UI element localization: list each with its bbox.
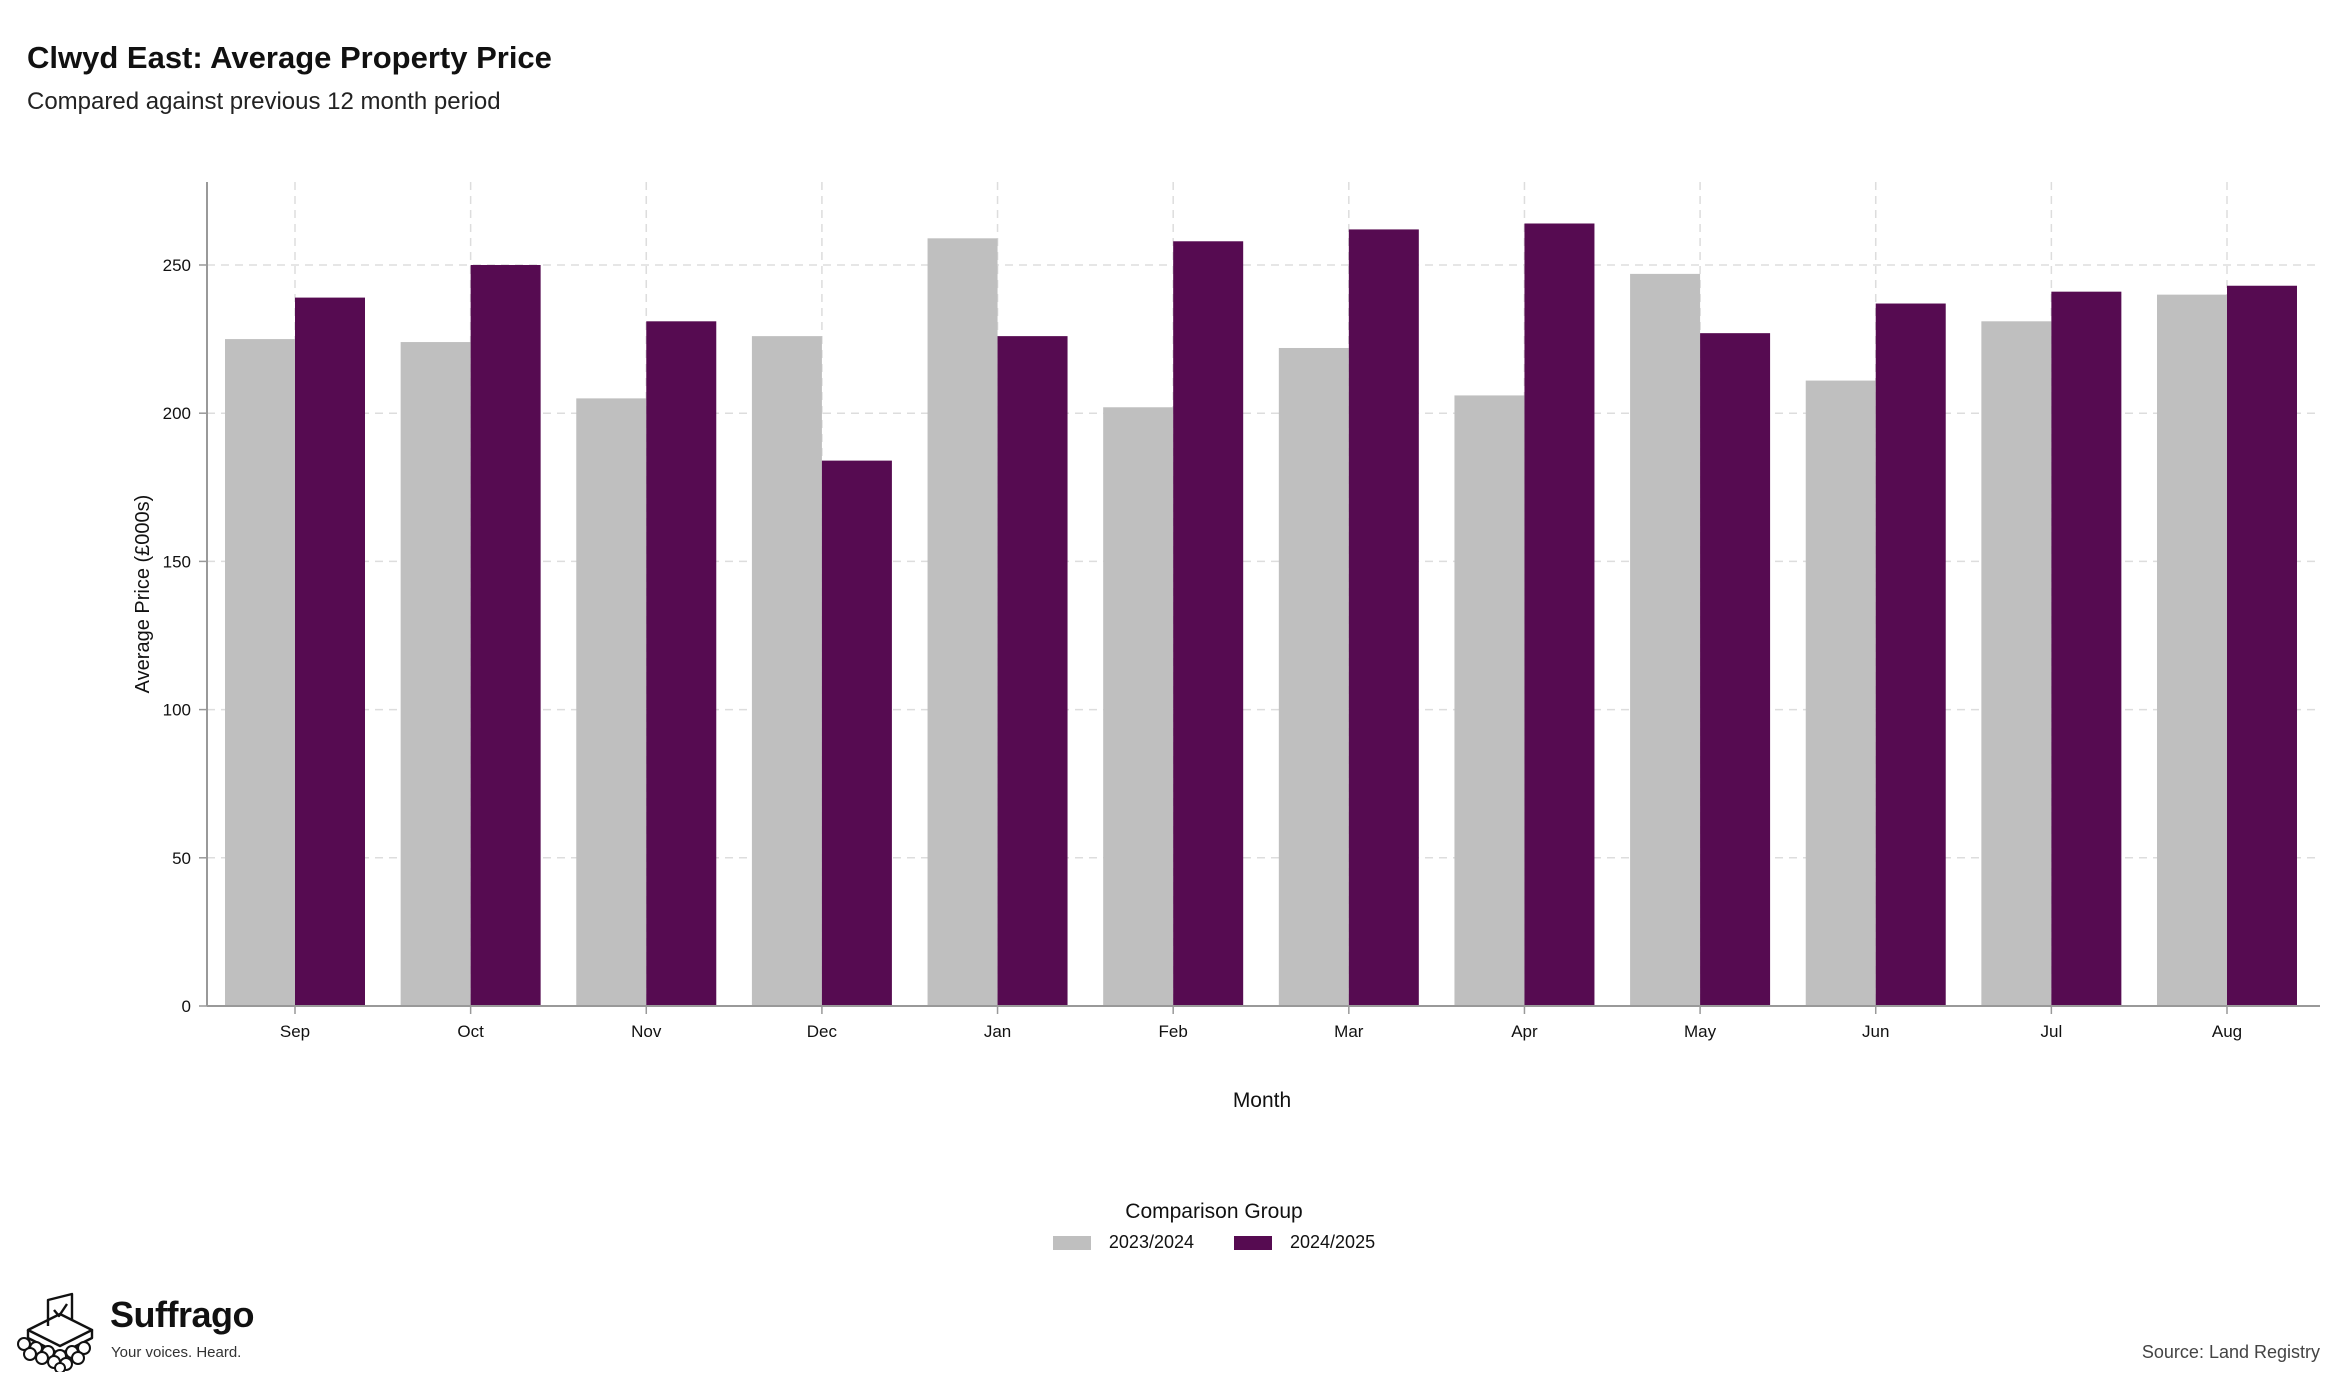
x-tick-label: Oct bbox=[457, 1022, 484, 1041]
brand-tagline: Your voices. Heard. bbox=[111, 1344, 242, 1361]
tick-labels: 0 50 100 150 200 250 Sep Oct Nov Dec Jan Feb Mar Apr M… bbox=[163, 256, 2243, 1041]
y-tick-label: 250 bbox=[163, 256, 191, 275]
bar-2024-2025-may bbox=[1700, 333, 1771, 1006]
x-tick-label: Jun bbox=[1862, 1022, 1889, 1041]
suffrago-logo: Suffrago Your voices. Heard. bbox=[14, 1292, 274, 1372]
bar-2024-2025-apr bbox=[1524, 223, 1595, 1006]
legend-item-2024-2025: 2024/2025 bbox=[1234, 1232, 1375, 1253]
bar-2024-2025-oct bbox=[470, 264, 541, 1006]
bar-2023-2024-jan bbox=[927, 238, 998, 1007]
bar-2024-2025-aug bbox=[2227, 285, 2297, 1007]
legend: Comparison Group 2023/2024 2024/2025 bbox=[0, 1200, 2334, 1253]
bar-chart: 0 50 100 150 200 250 Sep Oct Nov Dec Jan Feb Mar Apr M… bbox=[132, 182, 2320, 1112]
source-note: Source: Land Registry bbox=[2141, 1342, 2320, 1362]
axes bbox=[199, 182, 2320, 1014]
x-tick-label: Sep bbox=[280, 1022, 310, 1041]
x-tick-label: Aug bbox=[2212, 1022, 2242, 1041]
x-tick-label: Jul bbox=[2040, 1022, 2062, 1041]
bar-2023-2024-mar bbox=[1278, 347, 1349, 1007]
bar-2024-2025-nov bbox=[646, 321, 717, 1007]
x-tick-label: Jan bbox=[984, 1022, 1011, 1041]
legend-title: Comparison Group bbox=[1125, 1200, 1303, 1223]
legend-label-2023-2024: 2023/2024 bbox=[1108, 1232, 1194, 1252]
chart-title: Clwyd East: Average Property Price bbox=[27, 40, 552, 75]
bar-2024-2025-jan bbox=[997, 336, 1068, 1006]
bars bbox=[225, 223, 2297, 1007]
bar-2023-2024-dec bbox=[751, 336, 822, 1006]
x-tick-label: Apr bbox=[1511, 1022, 1538, 1041]
legend-items: 2023/2024 2024/2025 bbox=[94, 1232, 2334, 1253]
bar-2023-2024-nov bbox=[576, 398, 647, 1006]
y-tick-label: 50 bbox=[172, 849, 191, 868]
chart-subtitle: Compared against previous 12 month perio… bbox=[27, 88, 501, 115]
bar-2024-2025-feb bbox=[1173, 241, 1244, 1006]
bar-2024-2025-jul bbox=[2051, 291, 2122, 1006]
bar-2024-2025-mar bbox=[1348, 229, 1419, 1007]
y-tick-label: 100 bbox=[163, 701, 191, 720]
y-tick-label: 200 bbox=[163, 404, 191, 423]
ballot-box-icon bbox=[17, 1292, 94, 1372]
y-tick-label: 150 bbox=[163, 552, 191, 571]
x-tick-label: Dec bbox=[807, 1022, 838, 1041]
brand-name: Suffrago bbox=[110, 1294, 255, 1335]
y-axis-label: Average Price (£000s) bbox=[132, 495, 154, 694]
bar-2023-2024-sep bbox=[225, 339, 295, 1007]
bar-2023-2024-oct bbox=[400, 342, 471, 1006]
bar-2024-2025-dec bbox=[821, 460, 892, 1006]
bar-2024-2025-jun bbox=[1875, 303, 1946, 1007]
legend-swatch-2023-2024 bbox=[1052, 1235, 1091, 1250]
legend-label-2024-2025: 2024/2025 bbox=[1290, 1232, 1376, 1252]
bar-2023-2024-feb bbox=[1103, 407, 1174, 1006]
bar-2023-2024-jul bbox=[1981, 321, 2052, 1007]
x-axis-label: Month bbox=[1233, 1089, 1291, 1112]
x-tick-label: Mar bbox=[1334, 1022, 1364, 1041]
y-tick-label: 0 bbox=[182, 997, 191, 1016]
x-tick-label: May bbox=[1684, 1022, 1717, 1041]
bar-2023-2024-aug bbox=[2157, 294, 2227, 1007]
legend-item-2023-2024: 2023/2024 bbox=[1052, 1232, 1194, 1253]
bar-2023-2024-apr bbox=[1454, 395, 1525, 1007]
bar-2023-2024-may bbox=[1630, 273, 1701, 1006]
bar-2023-2024-jun bbox=[1805, 380, 1876, 1006]
x-tick-label: Feb bbox=[1159, 1022, 1188, 1041]
bar-2024-2025-sep bbox=[295, 297, 365, 1006]
legend-swatch-2024-2025 bbox=[1234, 1235, 1272, 1250]
x-tick-label: Nov bbox=[631, 1022, 662, 1041]
